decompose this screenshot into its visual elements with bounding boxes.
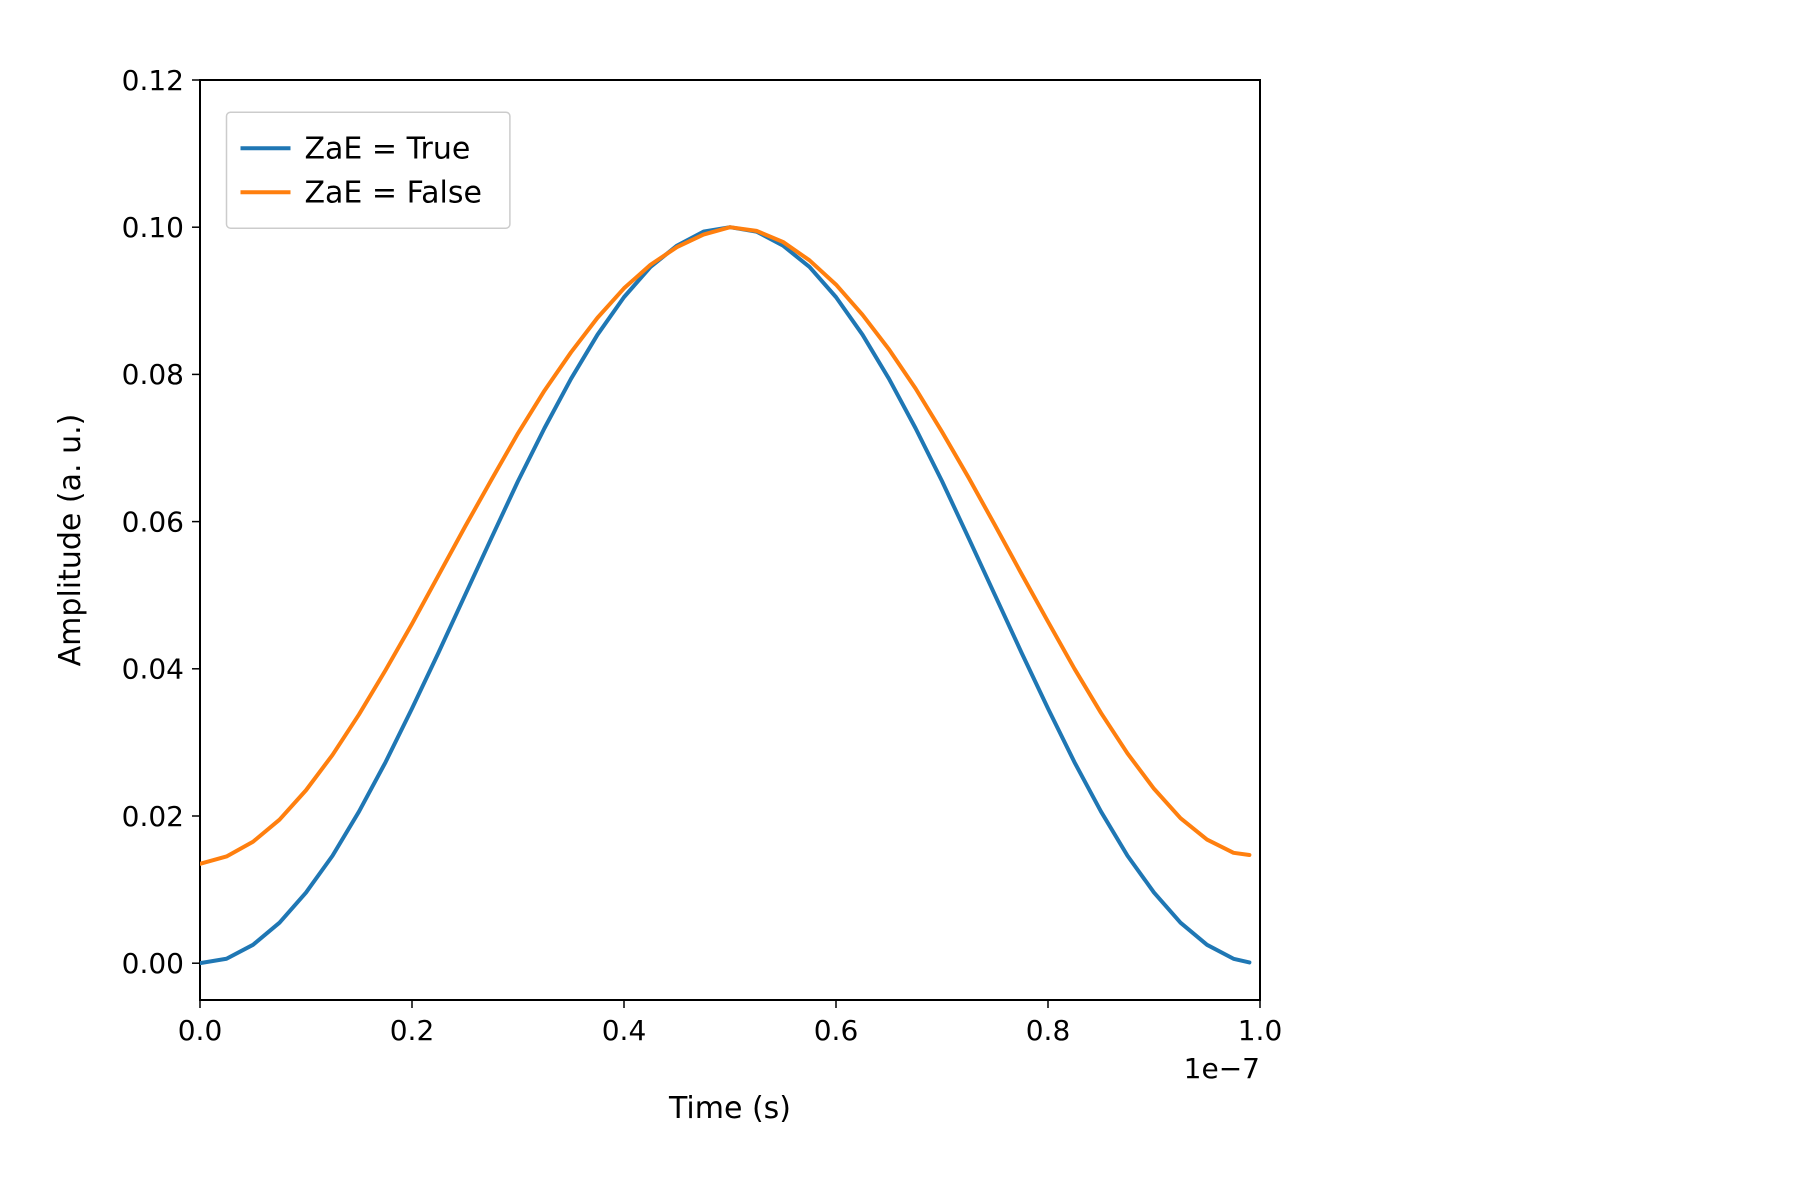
y-tick-label: 0.02 xyxy=(122,800,184,833)
y-axis-label: Amplitude (a. u.) xyxy=(53,414,88,667)
x-exponent-label: 1e−7 xyxy=(1184,1052,1260,1085)
y-tick-label: 0.04 xyxy=(122,653,184,686)
legend-label-0: ZaE = True xyxy=(305,132,471,167)
line-chart: 0.0 0.2 0.4 0.6 0.8 1.0 0.00 0.02 0.04 0.06 0.08 0.… xyxy=(0,0,1800,1200)
x-tick-label: 0.4 xyxy=(602,1014,647,1047)
y-tick-label: 0.10 xyxy=(122,211,184,244)
y-tick-label: 0.00 xyxy=(122,947,184,980)
x-tick-label: 0.8 xyxy=(1026,1014,1071,1047)
x-tick-label: 0.0 xyxy=(178,1014,223,1047)
chart-container: 0.0 0.2 0.4 0.6 0.8 1.0 0.00 0.02 0.04 0.06 0.08 0.… xyxy=(0,0,1800,1200)
legend-label-1: ZaE = False xyxy=(305,176,482,211)
x-tick-label: 0.6 xyxy=(814,1014,859,1047)
x-tick-label: 1.0 xyxy=(1238,1014,1283,1047)
x-axis-label: Time (s) xyxy=(668,1091,791,1126)
x-tick-label: 0.2 xyxy=(390,1014,435,1047)
y-tick-label: 0.12 xyxy=(122,64,184,97)
legend-box xyxy=(227,112,510,228)
y-tick-label: 0.08 xyxy=(122,358,184,391)
y-tick-label: 0.06 xyxy=(122,505,184,538)
